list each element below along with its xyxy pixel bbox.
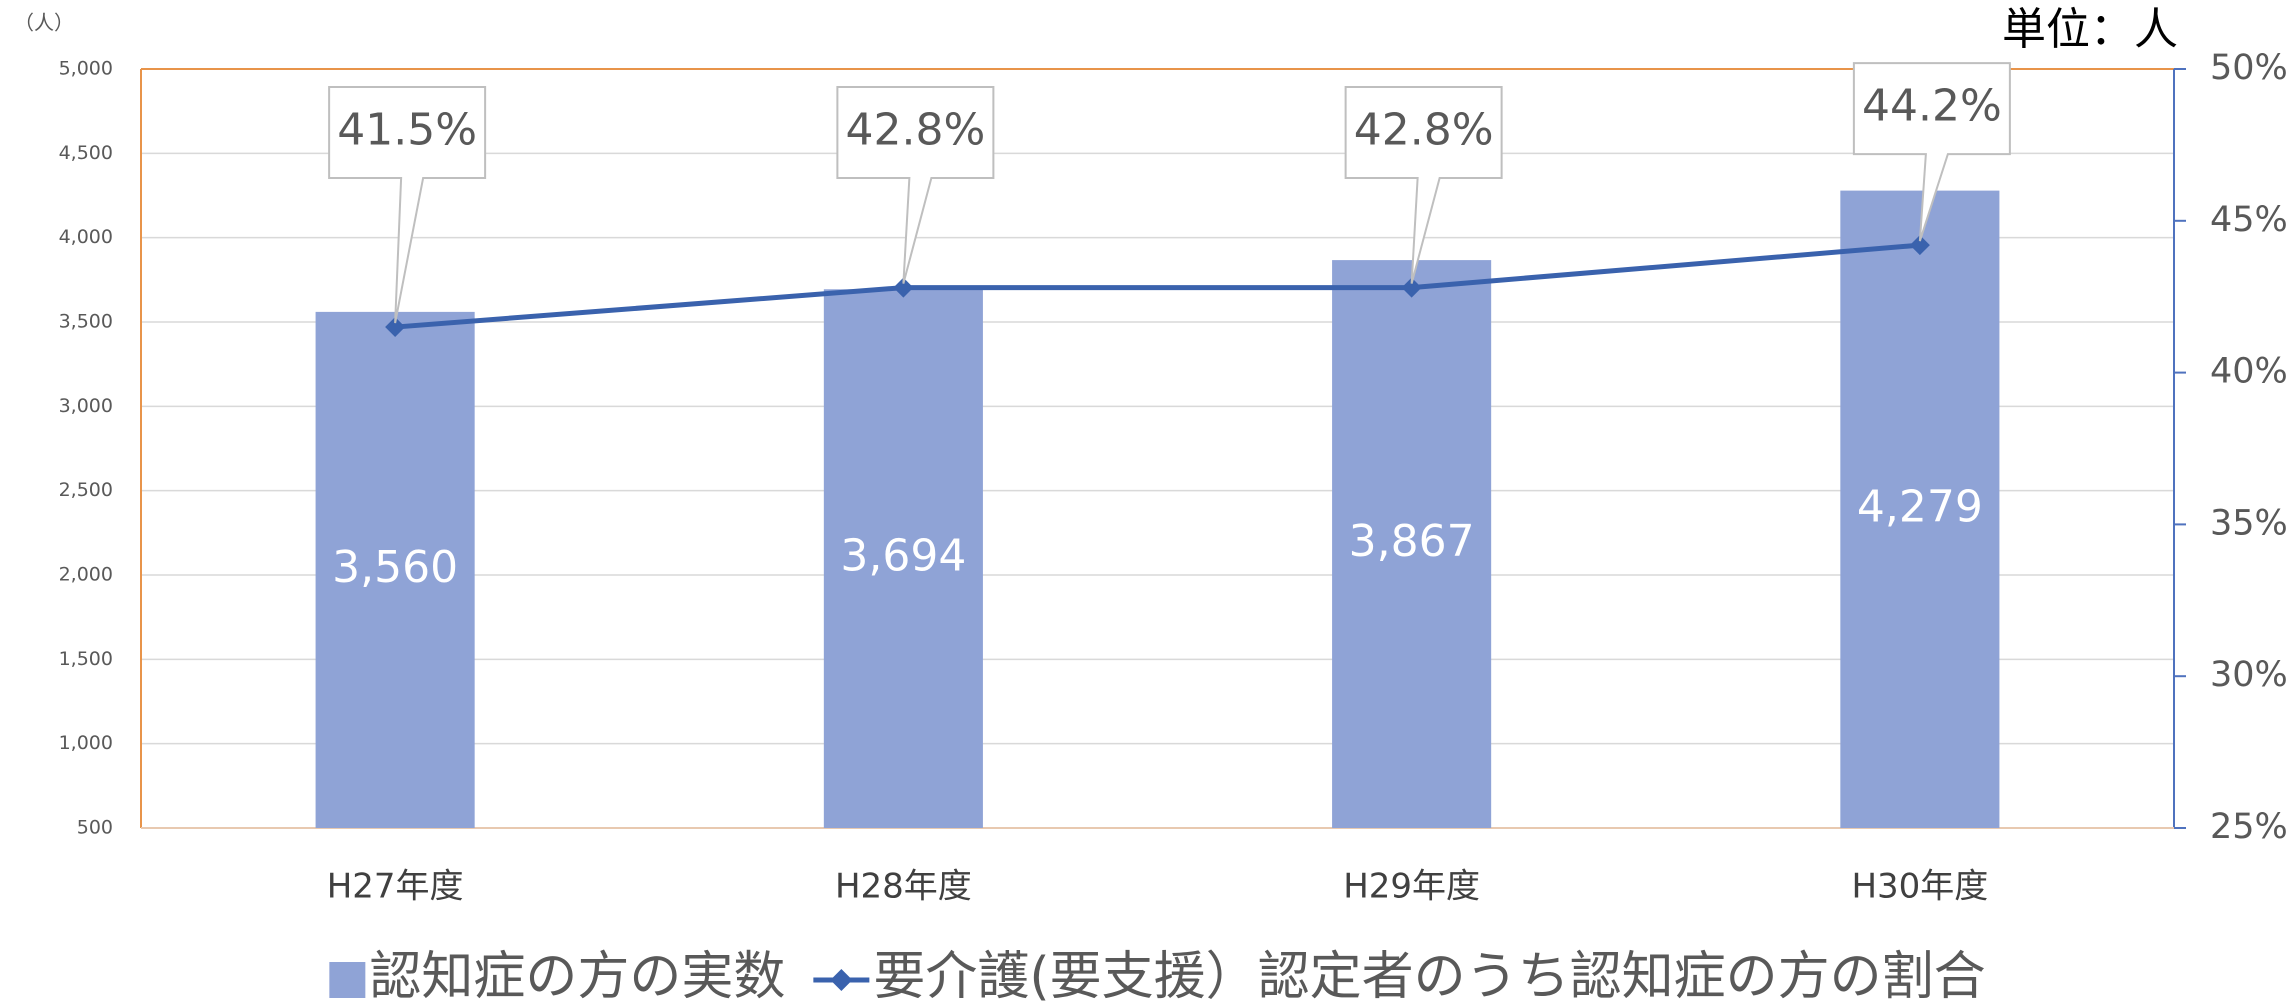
y2-tick-label: 40%	[2210, 352, 2288, 392]
legend: 認知症の方の実数 要介護(要支援）認定者のうち認知症の方の割合	[329, 947, 1986, 1004]
x-tick-label: H30年度	[1851, 867, 1988, 907]
callout	[836, 86, 995, 284]
callout	[328, 86, 487, 324]
x-tick-label: H27年度	[327, 867, 464, 907]
bar-value-label: 4,279	[1857, 481, 1983, 532]
legend-swatch-marker	[830, 969, 853, 991]
y2-tick-label: 30%	[2210, 655, 2288, 695]
y-tick-label: 5,000	[59, 58, 113, 80]
line-value-label: 42.8%	[1354, 105, 1494, 156]
bar	[1840, 190, 2000, 829]
y-tick-label: 4,000	[59, 226, 113, 248]
y-tick-label: 2,000	[59, 564, 113, 586]
bar-value-label: 3,560	[332, 542, 458, 593]
y2-tick-label: 45%	[2210, 200, 2288, 240]
unit-note: 単位：人	[2002, 4, 2178, 55]
bar	[1332, 260, 1492, 828]
legend-label: 要介護(要支援）認定者のうち認知症の方の割合	[873, 947, 1985, 1004]
legend-label: 認知症の方の実数	[369, 947, 785, 1004]
y-tick-label: 3,500	[59, 311, 113, 333]
y-tick-label: 1,500	[59, 648, 113, 670]
y-tick-label: 1,000	[59, 732, 113, 754]
line-marker	[1401, 277, 1422, 298]
y-axis-label: （人）	[14, 11, 74, 35]
callout	[1344, 86, 1503, 284]
y2-tick-label: 50%	[2210, 48, 2288, 88]
line	[394, 242, 1921, 330]
bar-value-label: 3,694	[840, 531, 966, 582]
x-tick-label: H29年度	[1343, 867, 1480, 907]
line-marker	[385, 317, 406, 338]
callout	[1852, 62, 2011, 242]
bar	[823, 289, 983, 828]
line-value-label: 44.2%	[1862, 81, 2002, 132]
y-tick-label: 500	[77, 817, 113, 839]
y2-tick-label: 35%	[2210, 503, 2288, 543]
line-value-label: 42.8%	[845, 105, 985, 156]
bar-value-label: 3,867	[1349, 516, 1475, 567]
y-tick-label: 4,500	[59, 142, 113, 164]
bar	[315, 311, 475, 828]
y2-tick-label: 25%	[2210, 807, 2288, 847]
y-tick-label: 2,500	[59, 479, 113, 501]
legend-swatch	[329, 962, 366, 998]
x-tick-label: H28年度	[835, 867, 972, 907]
line-value-label: 41.5%	[337, 105, 477, 156]
y-tick-label: 3,000	[59, 395, 113, 417]
line-marker	[1909, 235, 1930, 256]
line-marker	[893, 277, 914, 298]
